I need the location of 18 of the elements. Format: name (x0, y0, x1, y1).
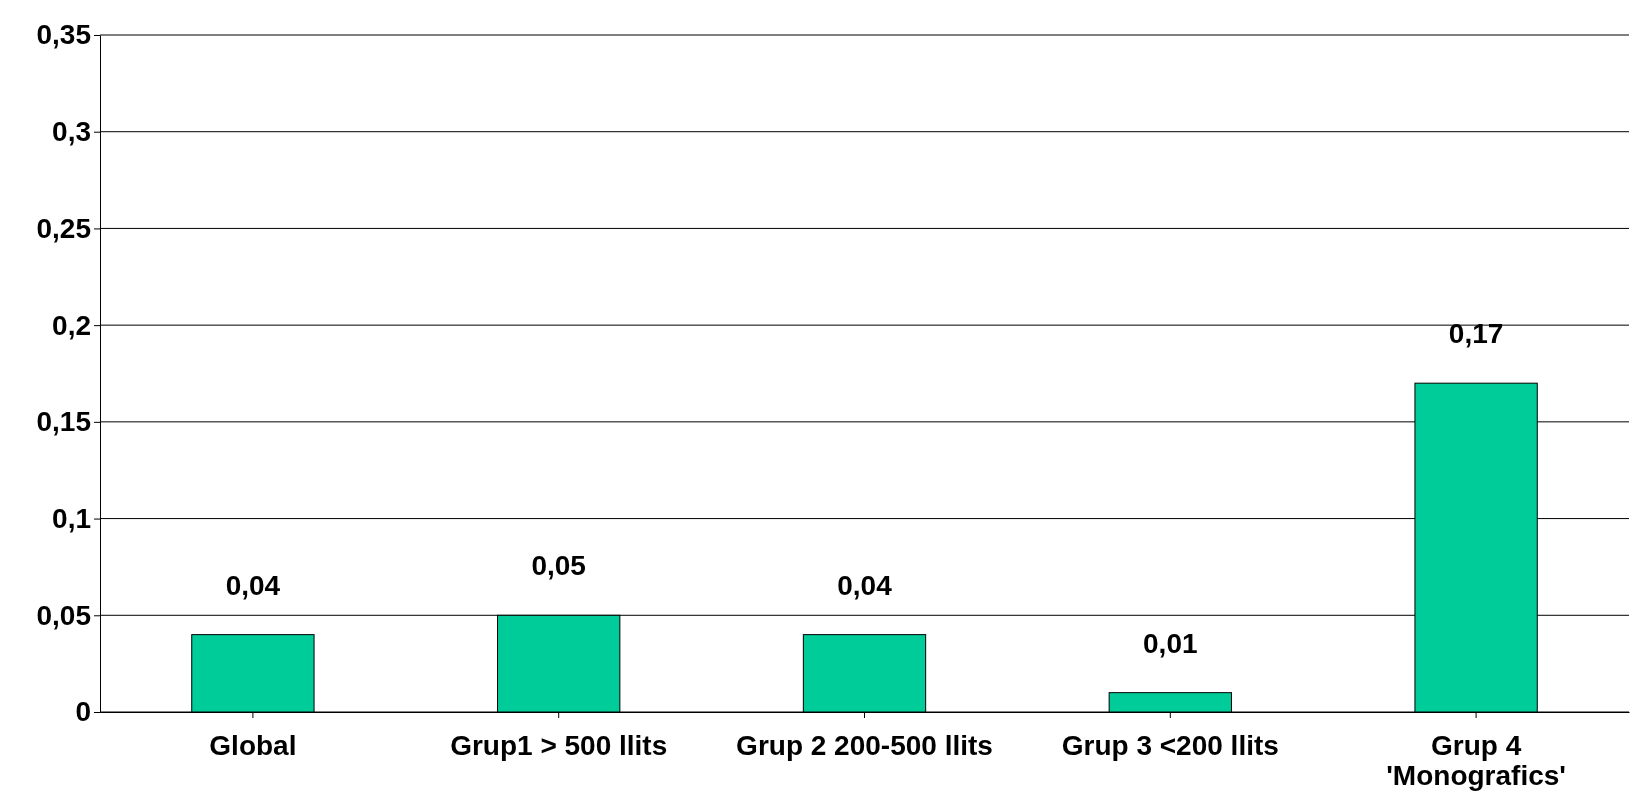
data-label: 0,17 (1448, 318, 1504, 350)
y-tick-label: 0,15 (36, 406, 91, 438)
x-tick-label: Grup1 > 500 llits (450, 729, 668, 761)
y-tick-label: 0,05 (36, 599, 91, 631)
data-label: 0,04 (225, 569, 281, 601)
y-tick-label: 0,35 (36, 19, 91, 51)
x-tick-label: Grup 3 <200 llits (1061, 729, 1279, 761)
x-tick-label: Grup 4 'Monografics' (1386, 729, 1566, 792)
y-tick-label: 0,25 (36, 212, 91, 244)
y-tick-label: 0,3 (52, 116, 91, 148)
data-label: 0,04 (837, 569, 893, 601)
x-tick-label: Global (209, 729, 297, 761)
x-tick-label: Grup 2 200-500 llits (736, 729, 993, 761)
y-tick-label: 0 (75, 696, 91, 728)
y-tick-label: 0,2 (52, 309, 91, 341)
y-tick-label: 0,1 (52, 503, 91, 535)
data-label: 0,01 (1143, 627, 1198, 659)
data-label: 0,05 (531, 550, 586, 582)
